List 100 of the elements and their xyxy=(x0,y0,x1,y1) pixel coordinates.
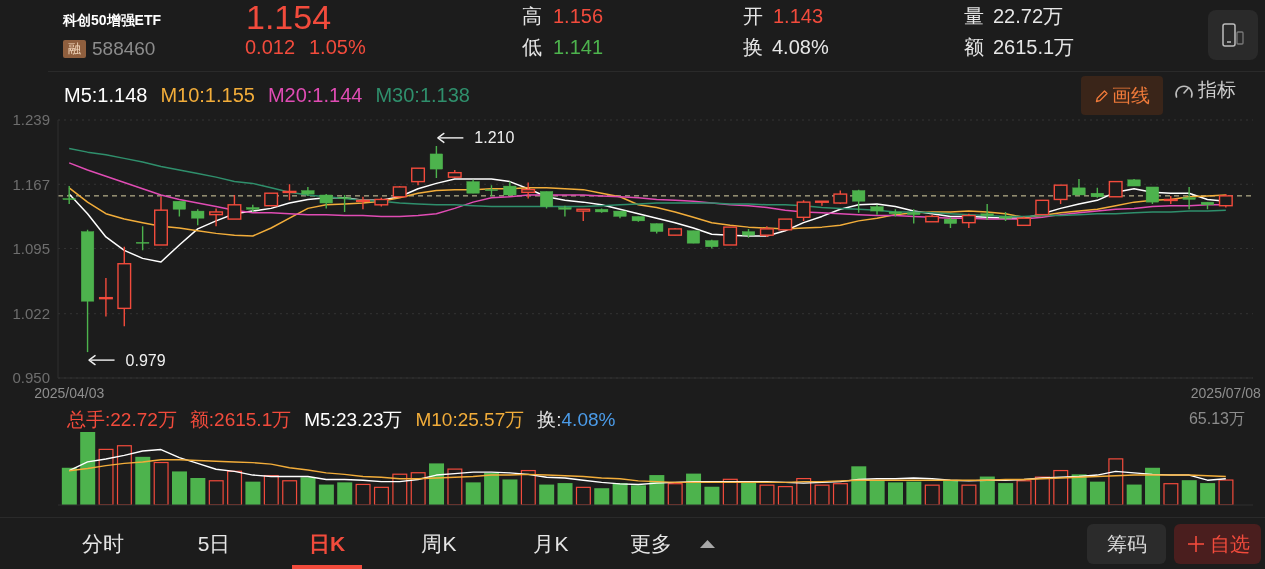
text: 4.08% xyxy=(772,35,829,59)
bar xyxy=(943,480,959,505)
bar xyxy=(575,486,591,505)
bar xyxy=(869,480,885,505)
bar xyxy=(1108,458,1124,505)
bar xyxy=(539,484,555,505)
text: 低 xyxy=(522,35,542,59)
text: 1.143 xyxy=(773,4,824,28)
x-tick-label: 2025/07/08 xyxy=(1190,384,1262,401)
y-tick-label: 1.022 xyxy=(12,305,50,323)
bar xyxy=(80,432,96,505)
text: 0.012 xyxy=(245,35,296,59)
text: M30:1.138 xyxy=(375,83,470,107)
text: 总手:22.72万 xyxy=(67,408,177,431)
bar xyxy=(153,461,169,505)
candlestick xyxy=(980,203,994,221)
bar xyxy=(484,472,500,505)
badge: 融 xyxy=(63,40,86,58)
bar xyxy=(998,483,1014,505)
text: 更多 xyxy=(630,531,672,557)
text: 分时 xyxy=(82,531,124,557)
bar xyxy=(1089,481,1105,505)
bar xyxy=(502,479,518,505)
y-tick-label: 0.950 xyxy=(12,369,50,387)
text: M10:1.155 xyxy=(160,83,255,107)
text: 1.05% xyxy=(309,35,366,59)
text: 22.72万 xyxy=(993,4,1064,28)
text: 开 xyxy=(743,4,763,28)
bar xyxy=(337,482,353,505)
text: 2615.1万 xyxy=(993,35,1075,59)
text: 指标 xyxy=(1198,78,1236,102)
bar xyxy=(190,477,206,505)
bar xyxy=(171,471,187,505)
bar xyxy=(135,456,151,505)
x-tick-label: 2025/04/03 xyxy=(34,384,105,401)
bar xyxy=(557,483,573,505)
text: 高 xyxy=(522,4,542,28)
bar xyxy=(208,480,224,505)
text: 5日 xyxy=(197,531,231,557)
bar xyxy=(465,482,481,505)
candlestick xyxy=(209,207,224,227)
annotation: 0.979 xyxy=(125,351,166,369)
button: 画线 xyxy=(1081,76,1163,115)
text: M20:1.144 xyxy=(267,83,363,107)
bar xyxy=(1034,476,1050,505)
bar xyxy=(961,484,977,505)
bar xyxy=(447,468,463,505)
candlestick xyxy=(136,225,150,252)
y-tick-label: 1.167 xyxy=(12,175,50,193)
bar xyxy=(906,481,922,505)
button: 筹码 xyxy=(1087,524,1166,564)
bar xyxy=(116,445,132,505)
bar xyxy=(814,484,830,505)
bar xyxy=(410,472,426,505)
bar xyxy=(245,481,261,505)
text: 1.156 xyxy=(553,4,604,28)
text: 科创50增强ETF xyxy=(63,11,162,29)
text: 1.154 xyxy=(246,0,332,38)
bar xyxy=(1071,474,1087,505)
bar xyxy=(888,482,904,505)
bar xyxy=(777,486,793,505)
bar xyxy=(594,488,610,505)
text: 日K xyxy=(308,531,346,557)
text: 1.141 xyxy=(553,35,604,59)
text: 额 xyxy=(964,35,984,59)
candlestick xyxy=(796,199,811,222)
bar xyxy=(1200,483,1216,505)
bar xyxy=(318,484,334,505)
line-series xyxy=(68,187,1227,237)
bar xyxy=(630,485,646,505)
bar xyxy=(1126,484,1142,505)
text: 换 xyxy=(743,35,763,59)
candlestick xyxy=(558,205,572,218)
bar xyxy=(667,483,683,505)
y-tick-label: 1.239 xyxy=(12,111,50,129)
bar xyxy=(741,481,757,505)
text: M5:1.148 xyxy=(64,83,148,107)
text: 额:2615.1万 xyxy=(189,408,292,431)
candlestick xyxy=(227,194,242,220)
bar xyxy=(282,480,298,505)
button: 自选 xyxy=(1174,524,1261,564)
candlestick xyxy=(521,181,536,200)
text: M10:25.57万 xyxy=(415,408,525,431)
bar xyxy=(61,467,77,505)
text: 4.08% xyxy=(561,408,616,431)
bar xyxy=(1016,480,1032,505)
bar xyxy=(98,448,114,505)
candlestick xyxy=(1182,186,1196,210)
bar xyxy=(520,469,536,505)
bar xyxy=(355,483,371,505)
annotation: 1.210 xyxy=(474,129,515,147)
text: 换: xyxy=(537,408,562,431)
bar xyxy=(373,486,389,505)
bar xyxy=(300,477,316,505)
bar xyxy=(851,466,867,505)
bar xyxy=(1053,469,1069,505)
bar xyxy=(227,470,243,505)
text: 65.13万 xyxy=(1188,409,1245,429)
y-tick-label: 1.095 xyxy=(12,239,50,257)
bar xyxy=(429,463,445,505)
